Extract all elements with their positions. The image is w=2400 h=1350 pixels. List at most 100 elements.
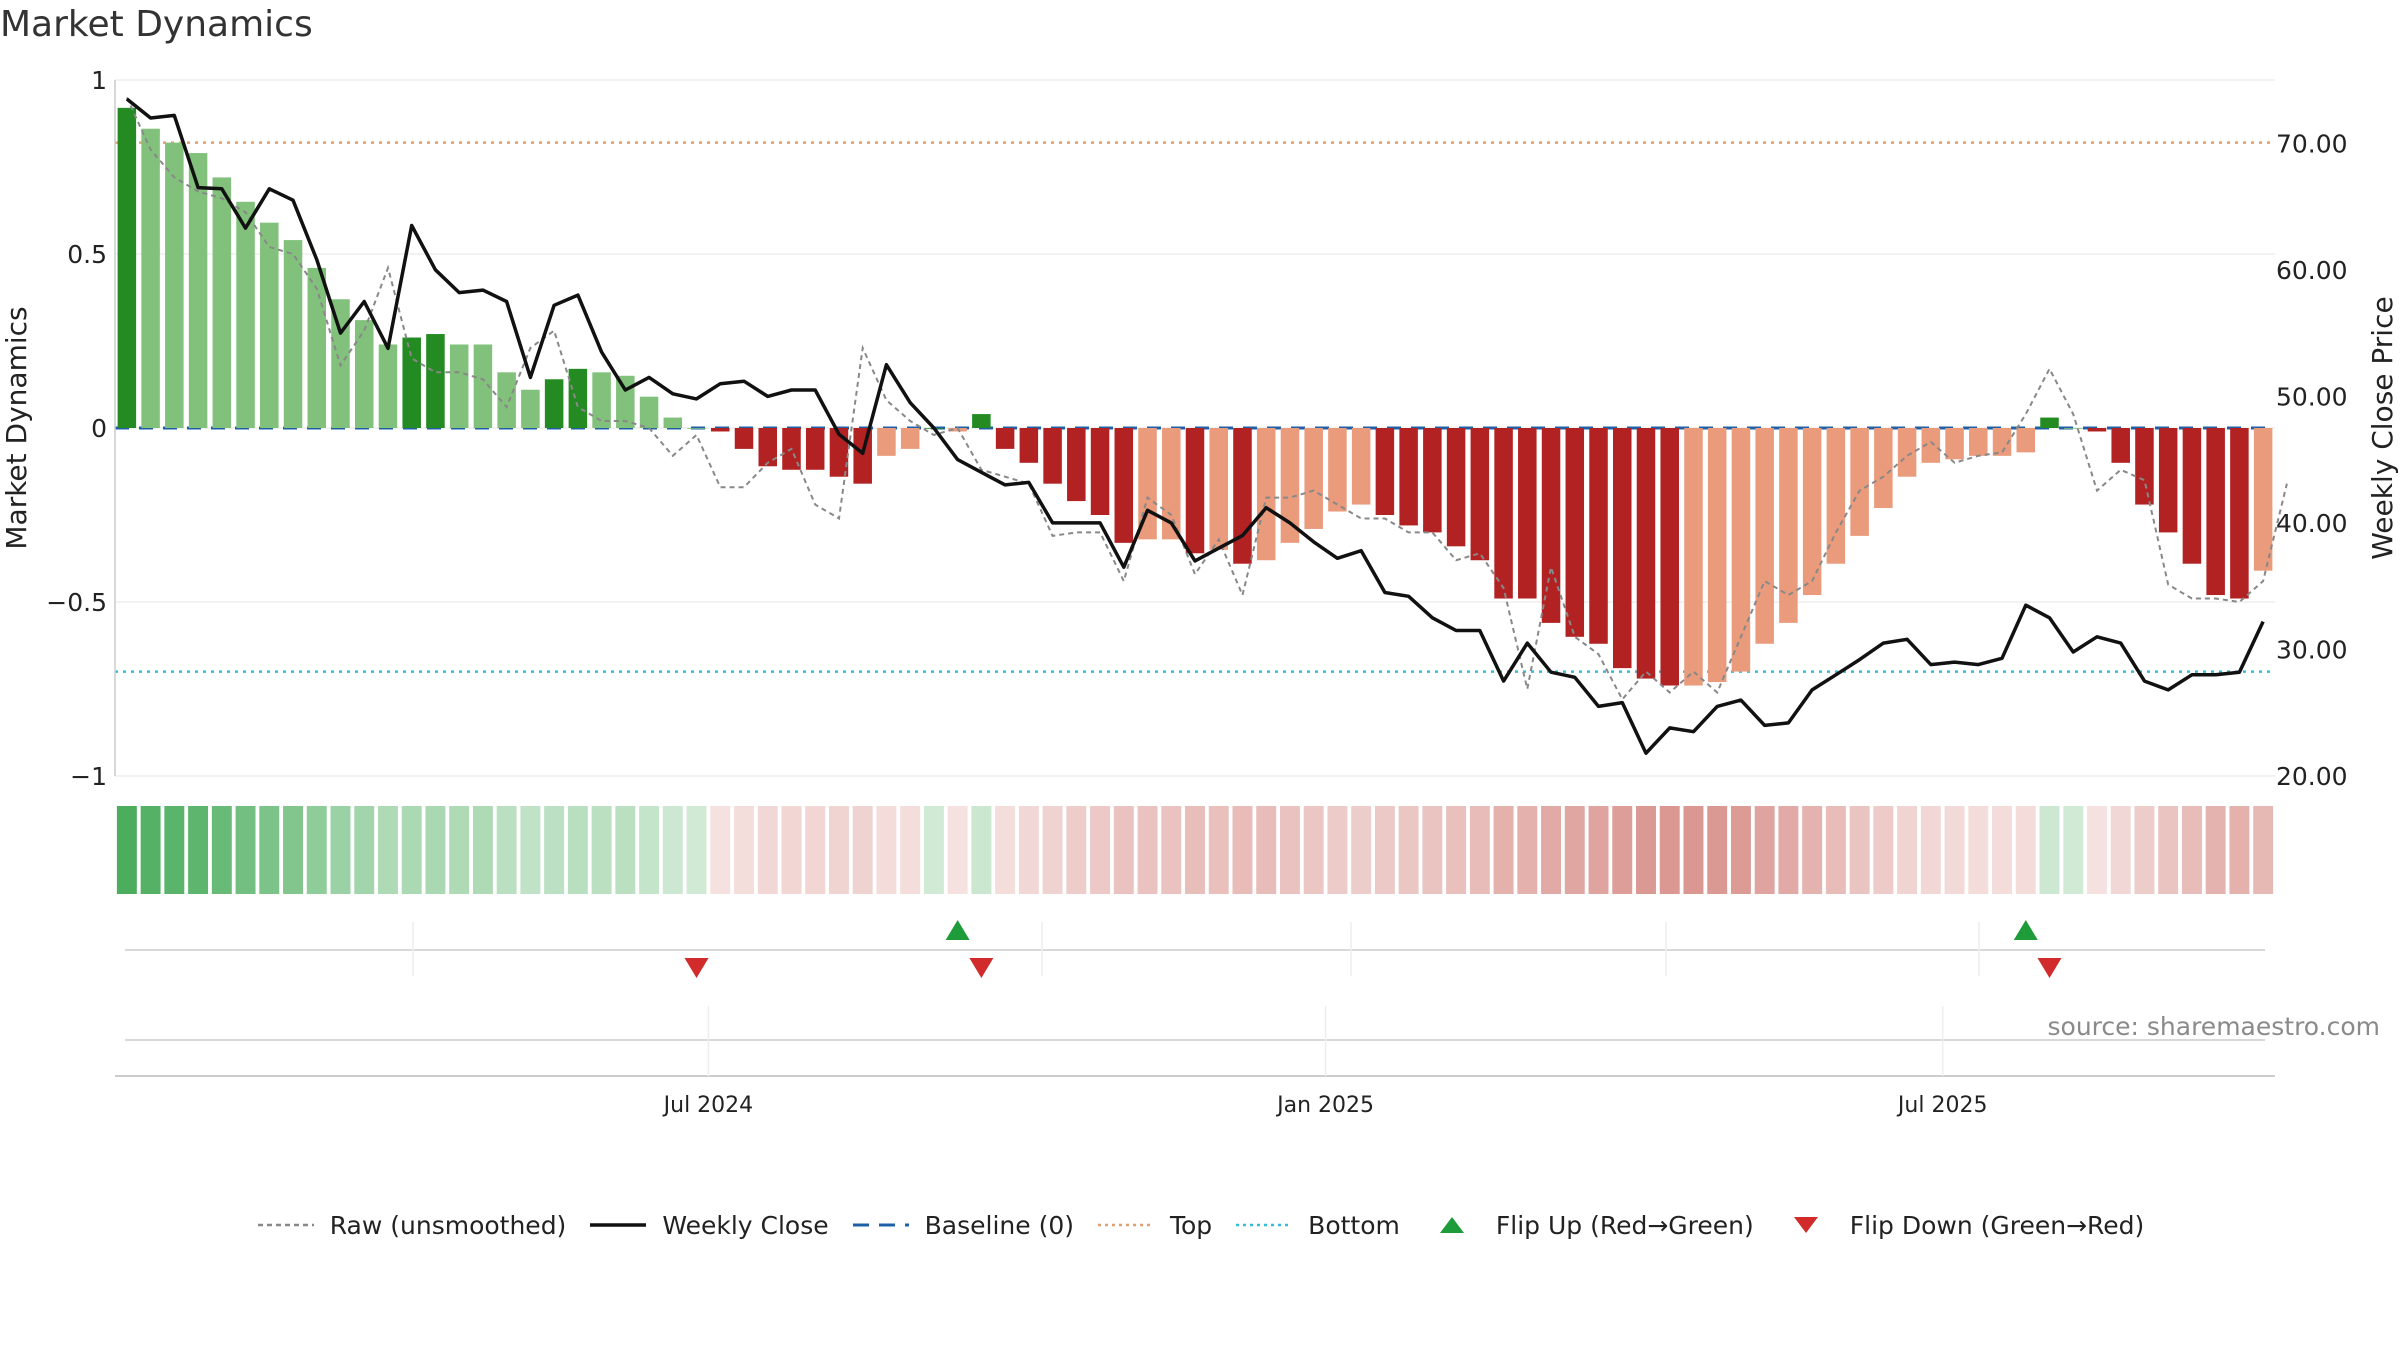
bar	[853, 428, 872, 484]
heat-cell	[710, 806, 731, 894]
heat-cell	[1897, 806, 1918, 894]
heat-cell	[1232, 806, 1253, 894]
heat-cell	[1541, 806, 1562, 894]
heat-cell	[1825, 806, 1846, 894]
heat-cell	[1659, 806, 1680, 894]
bar	[1612, 428, 1632, 669]
heat-cell	[1256, 806, 1277, 894]
y-tick-label: −1	[70, 762, 107, 791]
bar	[212, 177, 232, 428]
heat-cell	[1042, 806, 1063, 894]
x-axis: Jul 2024 Jan 2025 Jul 2025	[115, 1006, 2275, 1118]
bar	[877, 428, 896, 456]
heat-cell	[1920, 806, 1941, 894]
heat-cell	[140, 806, 161, 894]
axes: 1 0.5 0 −0.5 −1 Market Dynamics 70.00 60.00 50.0…	[0, 66, 2399, 791]
bar	[1446, 428, 1466, 547]
bar	[2230, 428, 2249, 599]
legend-item-close: Weekly Close	[588, 1210, 829, 1240]
line-series	[125, 96, 2288, 755]
heat-cell	[1066, 806, 1087, 894]
heat-cell	[1185, 806, 1205, 894]
bar	[1185, 428, 1205, 554]
bar	[1304, 428, 1323, 529]
heat-cell	[2181, 806, 2202, 894]
bar	[2158, 428, 2178, 533]
bar	[1921, 428, 1941, 463]
heat-cell	[947, 806, 968, 894]
bar	[734, 428, 754, 449]
bar	[1850, 428, 1869, 536]
heat-cell	[188, 806, 209, 894]
heat-cell	[1564, 806, 1585, 894]
bar	[1114, 428, 1134, 543]
heat-cell	[1683, 806, 1704, 894]
weekly-close-line	[125, 97, 2265, 755]
bar	[521, 389, 540, 428]
bar	[378, 344, 398, 428]
bar	[1043, 428, 1062, 484]
heat-cell	[828, 806, 849, 894]
heat-cell	[1303, 806, 1324, 894]
y-tick-label: 0	[91, 414, 107, 443]
y-right-tick-label: 20.00	[2276, 762, 2348, 791]
heat-cell	[1873, 806, 1894, 894]
bar	[2087, 428, 2107, 432]
legend-label: Weekly Close	[662, 1210, 829, 1240]
heat-cell	[686, 806, 707, 894]
bar	[758, 428, 778, 467]
heat-cell	[995, 806, 1016, 894]
legend-label: Top	[1169, 1210, 1213, 1240]
heat-cell	[1849, 806, 1870, 894]
flip-down-marker	[969, 958, 994, 978]
flip-down-marker	[684, 958, 709, 978]
heat-cell	[354, 806, 375, 894]
heat-cell	[1446, 806, 1467, 894]
x-tick-label: Jul 2024	[662, 1093, 754, 1118]
bar	[711, 428, 730, 432]
heat-cell	[1279, 806, 1300, 894]
y-right-tick-label: 50.00	[2276, 382, 2348, 411]
heat-cell	[496, 806, 517, 894]
heat-cell	[1113, 806, 1134, 894]
bar	[2063, 428, 2083, 429]
heat-cell	[2063, 806, 2084, 894]
bar	[544, 379, 564, 428]
bar	[473, 344, 493, 428]
heat-cell	[734, 806, 754, 894]
heat-cell	[876, 806, 897, 894]
heat-cell	[1137, 806, 1158, 894]
heat-cell	[591, 806, 612, 894]
bar	[1707, 428, 1727, 683]
heat-cell	[615, 806, 636, 894]
bar	[1019, 428, 1039, 463]
bar	[1589, 428, 1608, 644]
flip-up-marker	[2013, 920, 2038, 940]
raw-series-line	[125, 96, 2288, 702]
bar	[687, 428, 706, 429]
bar	[1256, 428, 1276, 561]
heat-cell	[401, 806, 422, 894]
heat-cell	[1944, 806, 1965, 894]
bar	[995, 428, 1015, 449]
bar	[402, 337, 421, 428]
heat-cell	[425, 806, 446, 894]
dashed-blue-line-icon	[852, 1223, 909, 1227]
chart-canvas: 1 0.5 0 −0.5 −1 Market Dynamics 70.00 60.00 50.0…	[0, 66, 2399, 1118]
dotted-orange-line-icon	[1097, 1223, 1154, 1227]
legend-item-flip_up: Flip Up (Red→Green)	[1422, 1211, 1754, 1240]
bar	[1494, 428, 1513, 599]
flip-down-marker	[2037, 958, 2062, 978]
bar	[1897, 428, 1917, 477]
bar	[568, 368, 588, 428]
bar	[1684, 428, 1703, 686]
heat-cell	[1398, 806, 1419, 894]
heat-cell	[852, 806, 873, 894]
y-right-tick-label: 60.00	[2276, 256, 2348, 285]
bar	[805, 428, 825, 470]
bar	[639, 396, 659, 428]
bar	[1755, 428, 1774, 644]
legend-item-top: Top	[1096, 1211, 1212, 1240]
bar	[1209, 428, 1228, 550]
dotted-gray-line-icon	[257, 1223, 314, 1227]
